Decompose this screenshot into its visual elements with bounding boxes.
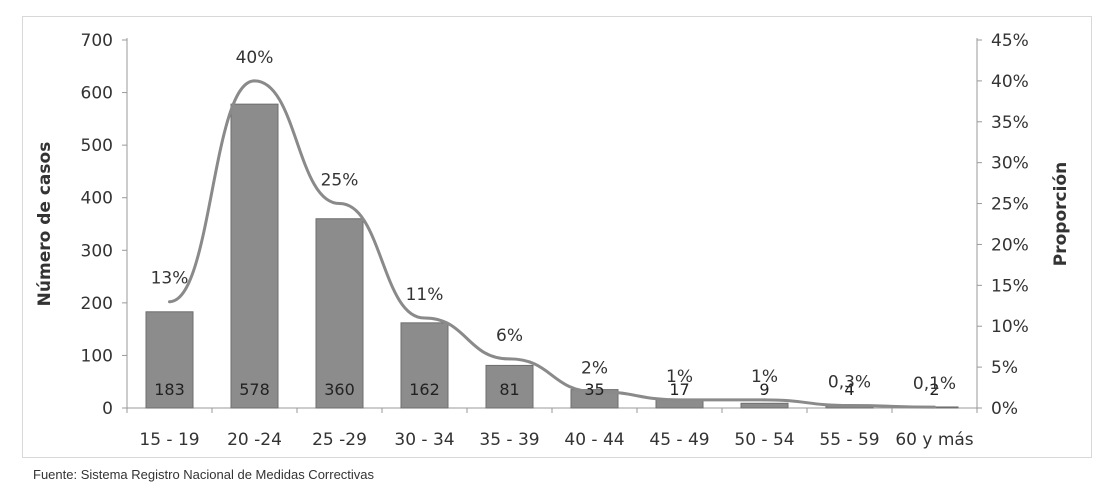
percent-label: 0,3% bbox=[828, 373, 871, 393]
percent-label: 2% bbox=[581, 359, 608, 379]
x-tick-label: 25 -29 bbox=[312, 430, 367, 450]
y-right-tick-label: 40% bbox=[991, 72, 1029, 92]
x-tick-label: 50 - 54 bbox=[734, 430, 794, 450]
percent-label: 1% bbox=[751, 367, 778, 387]
proportion-line bbox=[169, 79, 935, 409]
bar-value-label: 17 bbox=[669, 380, 689, 399]
proportion-point bbox=[253, 79, 256, 83]
y-tick-label: 0 bbox=[102, 399, 113, 419]
bar-value-label: 162 bbox=[409, 380, 440, 399]
bar-value-label: 4 bbox=[844, 380, 854, 399]
x-tick-label: 60 y más bbox=[895, 430, 973, 450]
y-axis-title: Número de casos bbox=[35, 142, 55, 307]
bar-value-label: 2 bbox=[929, 380, 939, 399]
labels: 183 578 360 162 81 35 17 9 4 2 13% 40% 25% 11% 6% 2% 1% 1… bbox=[151, 48, 957, 399]
chart: 0 100 200 300 400 500 600 700 0% 5% 10% 15% 20% 25% 30… bbox=[35, 31, 1071, 450]
y-tick-label: 300 bbox=[81, 241, 113, 261]
source-note: Fuente: Sistema Registro Nacional de Med… bbox=[33, 467, 375, 482]
bar bbox=[570, 389, 619, 409]
bar bbox=[485, 364, 534, 409]
bar-value-label: 183 bbox=[154, 380, 185, 399]
percent-label: 0,1% bbox=[913, 374, 956, 394]
y-tick-label: 500 bbox=[81, 136, 113, 156]
proportion-point bbox=[933, 405, 936, 409]
bar bbox=[230, 103, 279, 409]
y-axis-right-title: Proporción bbox=[1051, 162, 1071, 266]
chart-frame bbox=[22, 16, 1092, 458]
y-right-tick-label: 20% bbox=[991, 235, 1029, 255]
proportion-point bbox=[593, 390, 596, 394]
bar bbox=[315, 218, 364, 409]
x-tick-label: 45 - 49 bbox=[649, 430, 709, 450]
bar-value-label: 35 bbox=[584, 380, 604, 399]
percent-label: 6% bbox=[496, 326, 523, 346]
proportion-point bbox=[763, 398, 766, 402]
bar-value-label: 81 bbox=[499, 380, 519, 399]
y-right-tick-label: 10% bbox=[991, 317, 1029, 337]
axes: 0 100 200 300 400 500 600 700 0% 5% 10% 15% 20% 25% 30… bbox=[81, 31, 1029, 450]
y-right-tick-label: 30% bbox=[991, 154, 1029, 174]
percent-label: 25% bbox=[321, 171, 359, 191]
y-tick-label: 400 bbox=[81, 189, 113, 209]
proportion-line-group bbox=[168, 79, 936, 409]
bar-value-label: 9 bbox=[759, 380, 769, 399]
percent-label: 11% bbox=[406, 285, 444, 305]
proportion-point bbox=[423, 316, 426, 320]
bar bbox=[145, 311, 194, 409]
x-tick-label: 20 -24 bbox=[227, 430, 282, 450]
y-right-tick-label: 25% bbox=[991, 195, 1029, 215]
bar bbox=[740, 402, 789, 409]
proportion-point bbox=[168, 300, 171, 304]
proportion-point bbox=[678, 398, 681, 402]
x-tick-label: 15 - 19 bbox=[139, 430, 199, 450]
percent-label: 13% bbox=[151, 269, 189, 289]
y-right-tick-label: 15% bbox=[991, 276, 1029, 296]
bar-value-label: 578 bbox=[239, 380, 270, 399]
bar-value-label: 360 bbox=[324, 380, 355, 399]
y-right-tick-label: 45% bbox=[991, 31, 1029, 51]
proportion-point bbox=[848, 404, 851, 408]
x-tick-label: 35 - 39 bbox=[479, 430, 539, 450]
y-right-tick-label: 5% bbox=[991, 358, 1018, 378]
y-tick-label: 200 bbox=[81, 294, 113, 314]
bars bbox=[145, 103, 959, 409]
x-tick-label: 40 - 44 bbox=[564, 430, 624, 450]
percent-label: 40% bbox=[236, 48, 274, 68]
bar bbox=[400, 322, 449, 409]
percent-label: 1% bbox=[666, 367, 693, 387]
y-tick-label: 700 bbox=[81, 31, 113, 51]
y-right-tick-label: 35% bbox=[991, 113, 1029, 133]
y-tick-label: 100 bbox=[81, 346, 113, 366]
x-tick-label: 30 - 34 bbox=[394, 430, 454, 450]
x-tick-label: 55 - 59 bbox=[819, 430, 879, 450]
proportion-point bbox=[508, 357, 511, 361]
proportion-point bbox=[338, 202, 341, 206]
y-right-tick-label: 0% bbox=[991, 399, 1018, 419]
y-tick-label: 600 bbox=[81, 84, 113, 104]
